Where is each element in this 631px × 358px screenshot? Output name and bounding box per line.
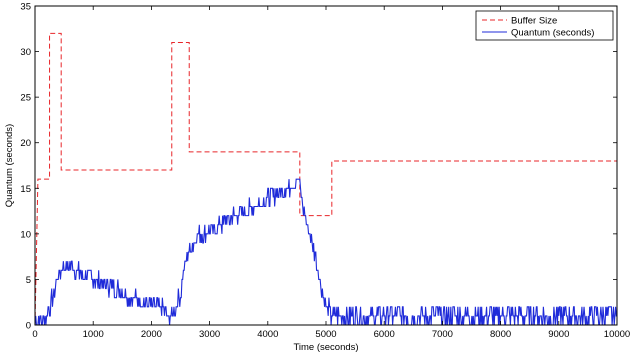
x-tick-label-7000: 7000 (432, 329, 453, 340)
x-axis-label: Time (seconds) (293, 342, 358, 353)
y-tick-label-30: 30 (20, 47, 31, 58)
y-tick-label-15: 15 (20, 184, 31, 195)
x-tick-label-1000: 1000 (83, 329, 104, 340)
legend: Buffer Size Quantum (seconds) (475, 10, 614, 41)
x-tick-label-3000: 3000 (199, 329, 220, 340)
plot-frame (34, 5, 618, 326)
x-tick-label-6000: 6000 (374, 329, 395, 340)
axis-layer: 0 1000 2000 3000 4000 5000 6000 7000 8000 9000 100… (20, 2, 630, 341)
y-tick-label-10: 10 (20, 229, 31, 240)
y-tick-label-35: 35 (20, 2, 31, 13)
legend-box (475, 10, 614, 41)
x-tick-label-8000: 8000 (490, 329, 511, 340)
series-layer (34, 32, 617, 326)
legend-label-buffer-size: Buffer Size (511, 16, 557, 27)
y-tick-label-5: 5 (26, 275, 31, 286)
legend-label-quantum: Quantum (seconds) (511, 28, 594, 39)
x-tick-label-0: 0 (32, 329, 37, 340)
x-tick-label-4000: 4000 (257, 329, 278, 340)
y-tick-label-0: 0 (26, 321, 31, 332)
x-tick-label-2000: 2000 (141, 329, 162, 340)
y-tick-label-20: 20 (20, 138, 31, 149)
y-axis-label: Quantum (seconds) (4, 124, 15, 207)
y-tick-label-25: 25 (20, 93, 31, 104)
x-tick-label-9000: 9000 (548, 329, 569, 340)
series-line-buffer-size (34, 32, 617, 326)
series-line-quantum-seconds (34, 178, 617, 326)
x-tick-label-10000: 10000 (604, 329, 630, 340)
x-tick-label-5000: 5000 (315, 329, 336, 340)
